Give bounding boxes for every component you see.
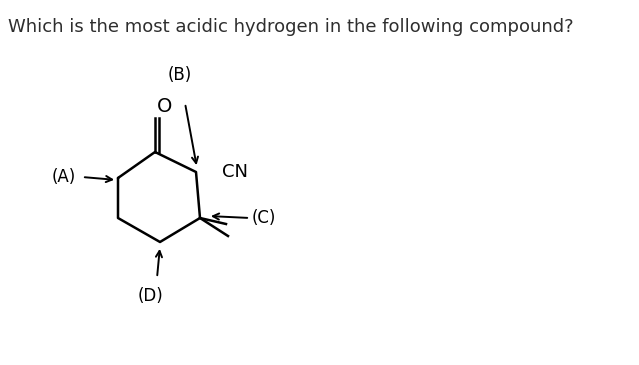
Text: (C): (C) [252, 209, 277, 227]
Text: (D): (D) [138, 287, 164, 305]
Text: O: O [157, 97, 173, 116]
Text: (B): (B) [168, 66, 192, 84]
Text: CN: CN [222, 163, 248, 181]
Text: (A): (A) [52, 168, 76, 186]
Text: Which is the most acidic hydrogen in the following compound?: Which is the most acidic hydrogen in the… [8, 18, 574, 36]
